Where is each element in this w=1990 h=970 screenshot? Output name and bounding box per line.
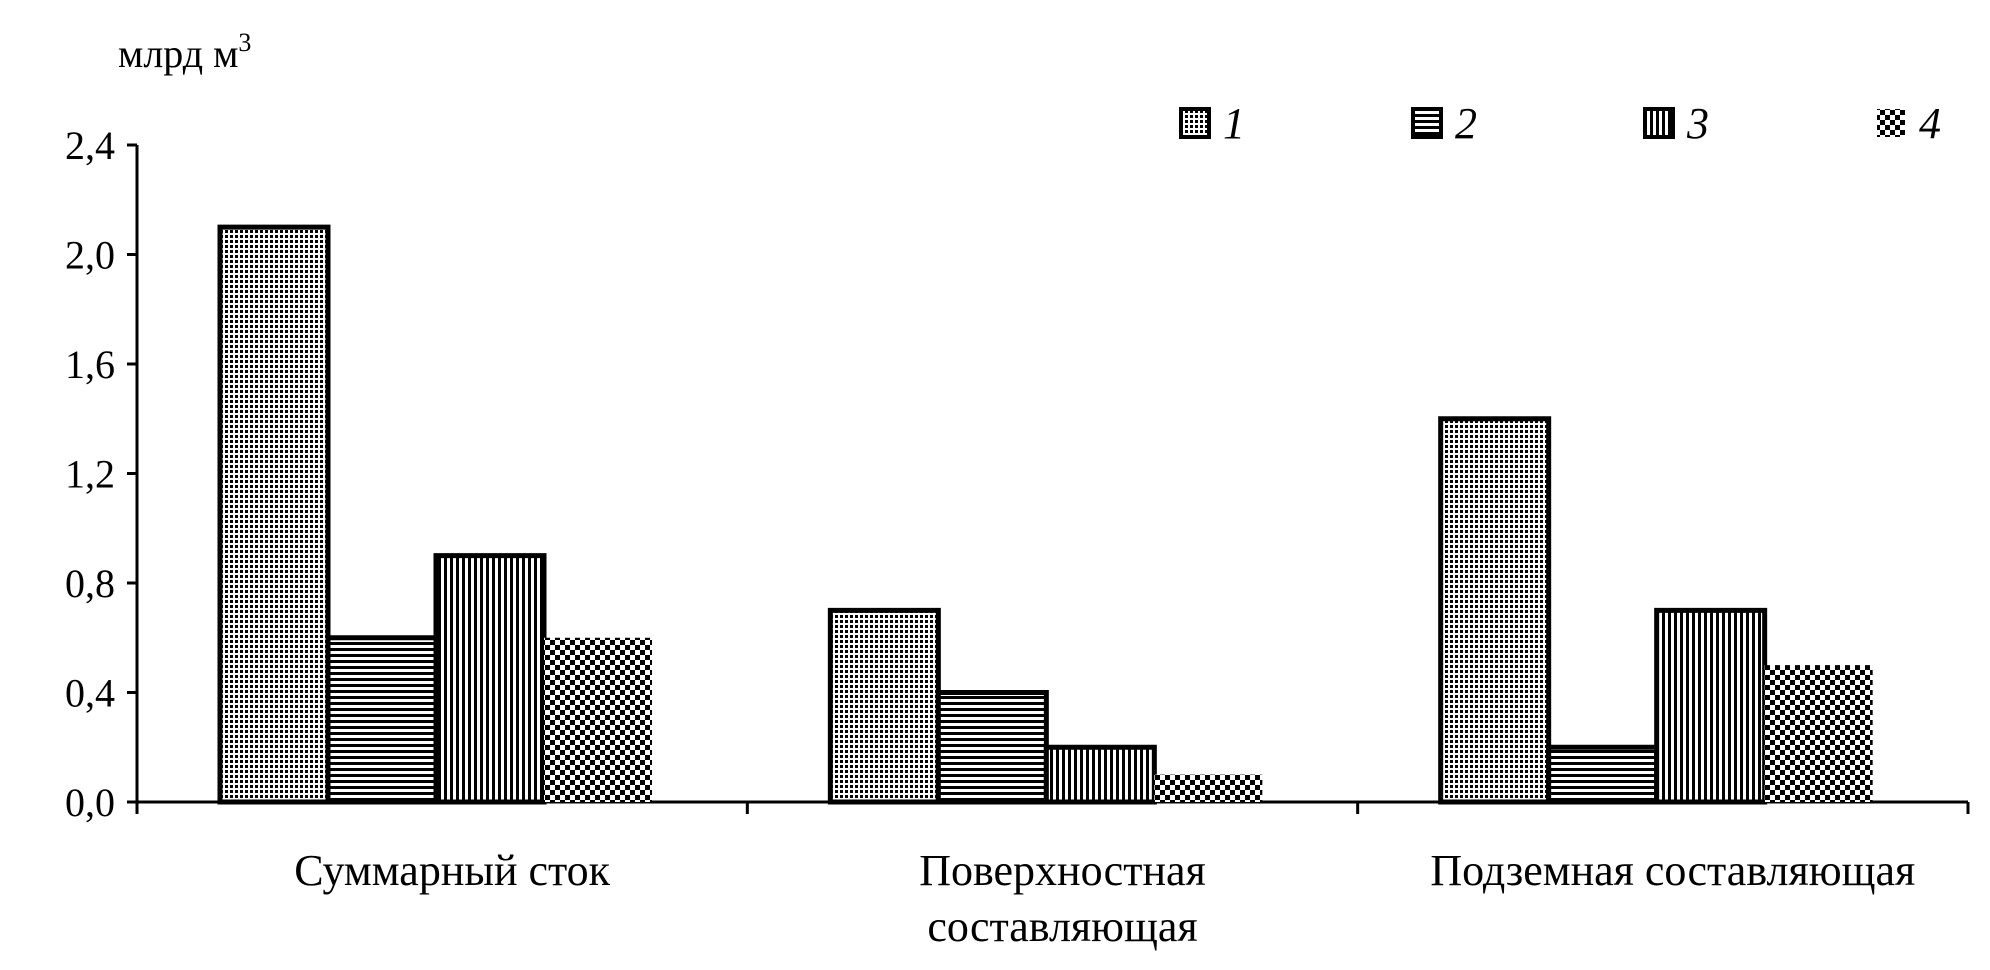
y-tick-label: 1,6: [65, 342, 115, 387]
category-labels: Суммарный сток Поверхностная составляющаяП…: [294, 846, 1915, 951]
category-label-line: Поверхностная: [919, 846, 1206, 895]
category-label: Поверхностная составляющая: [919, 846, 1206, 951]
bar-series-1-cat-1: [217, 224, 331, 805]
category-label: Суммарный сток: [294, 846, 610, 895]
bar-series-3-cat-2: [1043, 744, 1157, 805]
legend-label-3: 3: [1686, 99, 1709, 148]
y-tick-label: 0,0: [65, 780, 115, 825]
bar-series-1-cat-2: [827, 607, 941, 805]
legend-swatch-1: [1179, 107, 1211, 139]
y-tick-label: 2,4: [65, 123, 115, 168]
bar-series-4-cat-1: [544, 637, 652, 802]
bar-series-3-cat-1: [433, 553, 547, 805]
y-axis-unit-text: млрд м: [118, 31, 238, 76]
bar-series-2-cat-1: [325, 635, 439, 805]
bar-series-2-cat-2: [935, 690, 1049, 805]
category-label: Подземная составляющая: [1430, 846, 1915, 895]
legend: 1 2 3 4: [1179, 99, 1941, 148]
bar-series-4-cat-2: [1154, 774, 1263, 802]
y-tick-label: 2,0: [65, 233, 115, 278]
category-label-line: Суммарный сток: [294, 846, 610, 895]
bar-series-3-cat-3: [1654, 607, 1768, 805]
legend-label-4: 4: [1919, 99, 1941, 148]
legend-label-1: 1: [1223, 99, 1245, 148]
y-axis-unit-superscript: 3: [238, 28, 251, 57]
legend-swatch-3: [1643, 107, 1675, 139]
legend-swatch-4: [1877, 109, 1905, 137]
category-label-line: Подземная составляющая: [1430, 846, 1915, 895]
y-tick-label: 1,2: [65, 452, 115, 497]
legend-swatch-2: [1411, 107, 1443, 139]
legend-label-2: 2: [1455, 99, 1477, 148]
bars: [217, 224, 1873, 805]
bar-series-2-cat-3: [1546, 744, 1660, 805]
y-axis-unit-label: млрд м3: [118, 28, 251, 76]
bar-series-1-cat-3: [1438, 416, 1552, 805]
y-tick-label: 0,4: [65, 671, 115, 716]
bar-series-4-cat-3: [1764, 665, 1873, 802]
category-label-line: составляющая: [927, 902, 1197, 951]
y-tick-label: 0,8: [65, 561, 115, 606]
